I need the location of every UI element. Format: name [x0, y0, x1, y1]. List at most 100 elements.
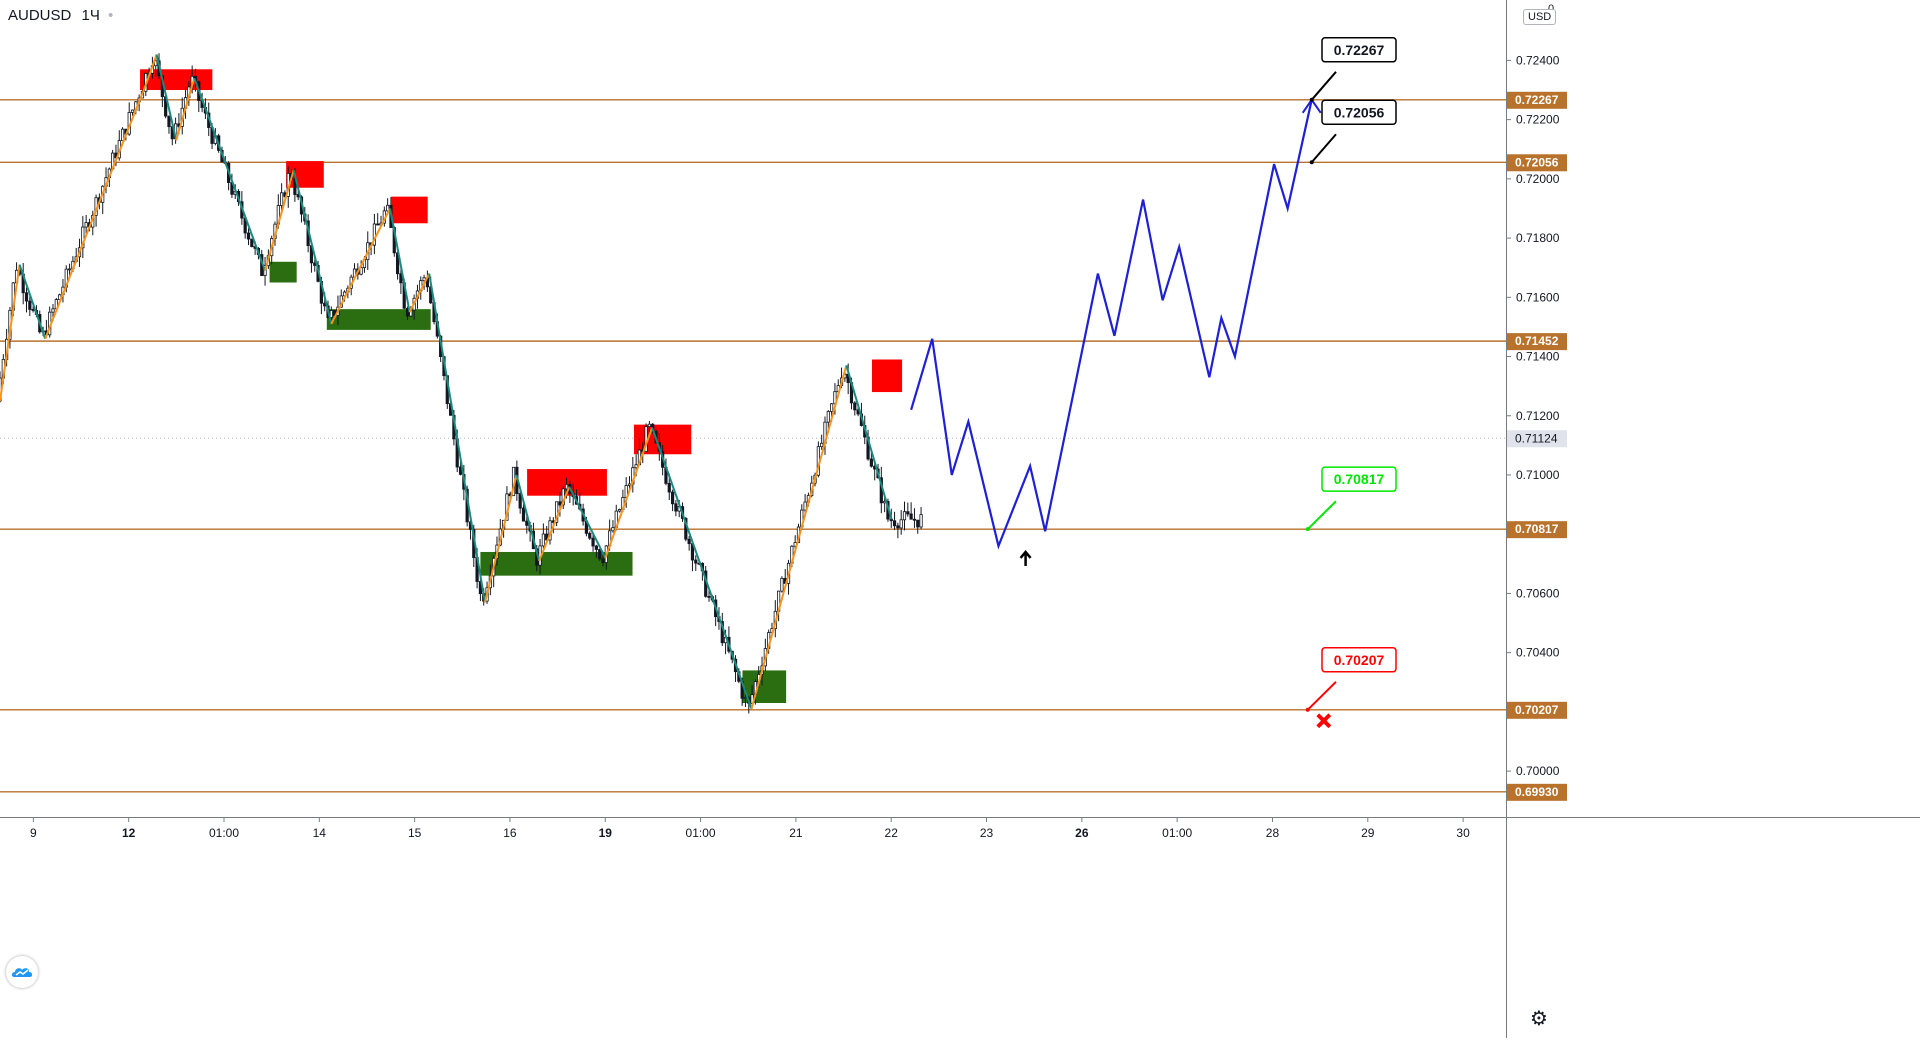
- candle-body: [647, 423, 651, 427]
- candle-body: [670, 491, 675, 505]
- x-tick-label: 15: [408, 826, 422, 840]
- currency-button[interactable]: USD: [1523, 9, 1557, 25]
- level-label: 0.72267: [1515, 93, 1559, 107]
- symbol-name: AUDUSD: [8, 7, 72, 24]
- candle-body: [853, 402, 857, 411]
- level-label: 0.70207: [1515, 703, 1559, 717]
- x-tick-label: 28: [1266, 826, 1280, 840]
- callout-anchor: [1305, 707, 1310, 712]
- zigzag-segment: [175, 77, 196, 141]
- x-tick-label: 22: [885, 826, 899, 840]
- projection-path: [910, 99, 1313, 550]
- candle-body: [167, 115, 171, 128]
- level-label: 0.69930: [1515, 785, 1559, 799]
- candle-body: [912, 518, 917, 521]
- candle-body: [674, 503, 678, 512]
- zigzag-segment: [193, 77, 266, 272]
- zigzag-segment: [389, 208, 411, 313]
- callout-box: [1321, 99, 1397, 126]
- candle-body: [896, 525, 900, 529]
- candle-body: [591, 537, 595, 547]
- resistance-zone: [871, 359, 903, 393]
- callout-pointer: [1307, 500, 1337, 530]
- candle-body: [909, 513, 913, 520]
- candle-body: [919, 514, 923, 528]
- x-tick-label: 30: [1456, 826, 1470, 840]
- callout-box: [1321, 37, 1397, 63]
- callout-anchor: [1309, 160, 1314, 165]
- callout-label: 0.72267: [1334, 42, 1385, 58]
- candle-body: [359, 267, 363, 275]
- y-tick-label: 0.71000: [1516, 468, 1560, 482]
- level-label: 0.72056: [1515, 155, 1559, 169]
- candle-body: [611, 527, 615, 532]
- candle-body: [28, 300, 32, 310]
- y-tick-label: 0.72000: [1516, 172, 1560, 186]
- zigzag-segment: [264, 169, 295, 271]
- candle-body: [598, 549, 602, 560]
- symbol-title: AUDUSD 1Ч •: [8, 7, 113, 24]
- candle-body: [81, 226, 85, 249]
- x-tick-label: 01:00: [686, 826, 716, 840]
- candle-body: [84, 222, 88, 228]
- candle-body: [51, 308, 55, 313]
- candle-body: [687, 538, 691, 545]
- level-label: 0.70817: [1515, 522, 1559, 536]
- candle-body: [694, 559, 698, 564]
- callout-anchor: [1309, 97, 1314, 102]
- candle-body: [780, 577, 784, 592]
- candle-body: [869, 458, 873, 467]
- callout-pointer: [1310, 133, 1337, 163]
- candle-body: [743, 697, 748, 699]
- candle-body: [386, 204, 390, 212]
- candle-body: [627, 483, 632, 486]
- zigzag-segment: [651, 427, 753, 710]
- timeframe: 1Ч: [81, 7, 100, 24]
- candle-body: [820, 442, 824, 448]
- x-tick-label: 9: [30, 826, 37, 840]
- candle-body: [521, 507, 526, 522]
- stop-cross-stroke: [1316, 713, 1332, 729]
- zigzag-segment: [604, 427, 654, 559]
- zigzag-segment: [145, 54, 158, 85]
- callout-box: [1321, 647, 1397, 673]
- candle-body: [667, 482, 671, 493]
- y-tick-label: 0.70600: [1516, 586, 1560, 600]
- tradingview-logo[interactable]: [6, 956, 38, 988]
- settings-gear-icon[interactable]: ⚙: [1530, 1008, 1548, 1030]
- candle-body: [564, 483, 569, 490]
- callout-pointer: [1310, 71, 1337, 101]
- candle-body: [399, 273, 403, 284]
- zigzag-segment: [515, 474, 541, 562]
- y-tick-label: 0.71200: [1516, 409, 1560, 423]
- current-price-box: [1507, 430, 1567, 448]
- level-label: 0.71452: [1515, 334, 1559, 348]
- candle-body: [120, 128, 125, 141]
- candle-body: [617, 509, 622, 512]
- x-tick-label: 19: [599, 826, 613, 840]
- x-tick-label: 01:00: [209, 826, 239, 840]
- zigzag-segment: [408, 273, 431, 313]
- zigzag-segment: [428, 273, 486, 603]
- x-tick-label: 01:00: [1162, 826, 1192, 840]
- zigzag-segment: [568, 486, 607, 559]
- arrow-up-head: [1019, 550, 1032, 559]
- y-tick-label: 0.70400: [1516, 646, 1560, 660]
- candle-body: [892, 520, 897, 527]
- candle-body: [372, 223, 376, 246]
- zigzag-segment: [538, 486, 571, 562]
- y-tick-label: 0.70000: [1516, 764, 1560, 778]
- status-dot: •: [108, 7, 114, 24]
- x-tick-label: 12: [122, 826, 136, 840]
- callout-box: [1321, 466, 1397, 492]
- candle-body: [31, 309, 35, 311]
- candle-body: [329, 310, 333, 318]
- y-tick-label: 0.72200: [1516, 113, 1560, 127]
- candle-body: [280, 192, 284, 206]
- candle-body: [558, 501, 562, 506]
- candle-body: [376, 223, 380, 226]
- candle-body: [899, 519, 903, 529]
- x-tick-label: 26: [1075, 826, 1089, 840]
